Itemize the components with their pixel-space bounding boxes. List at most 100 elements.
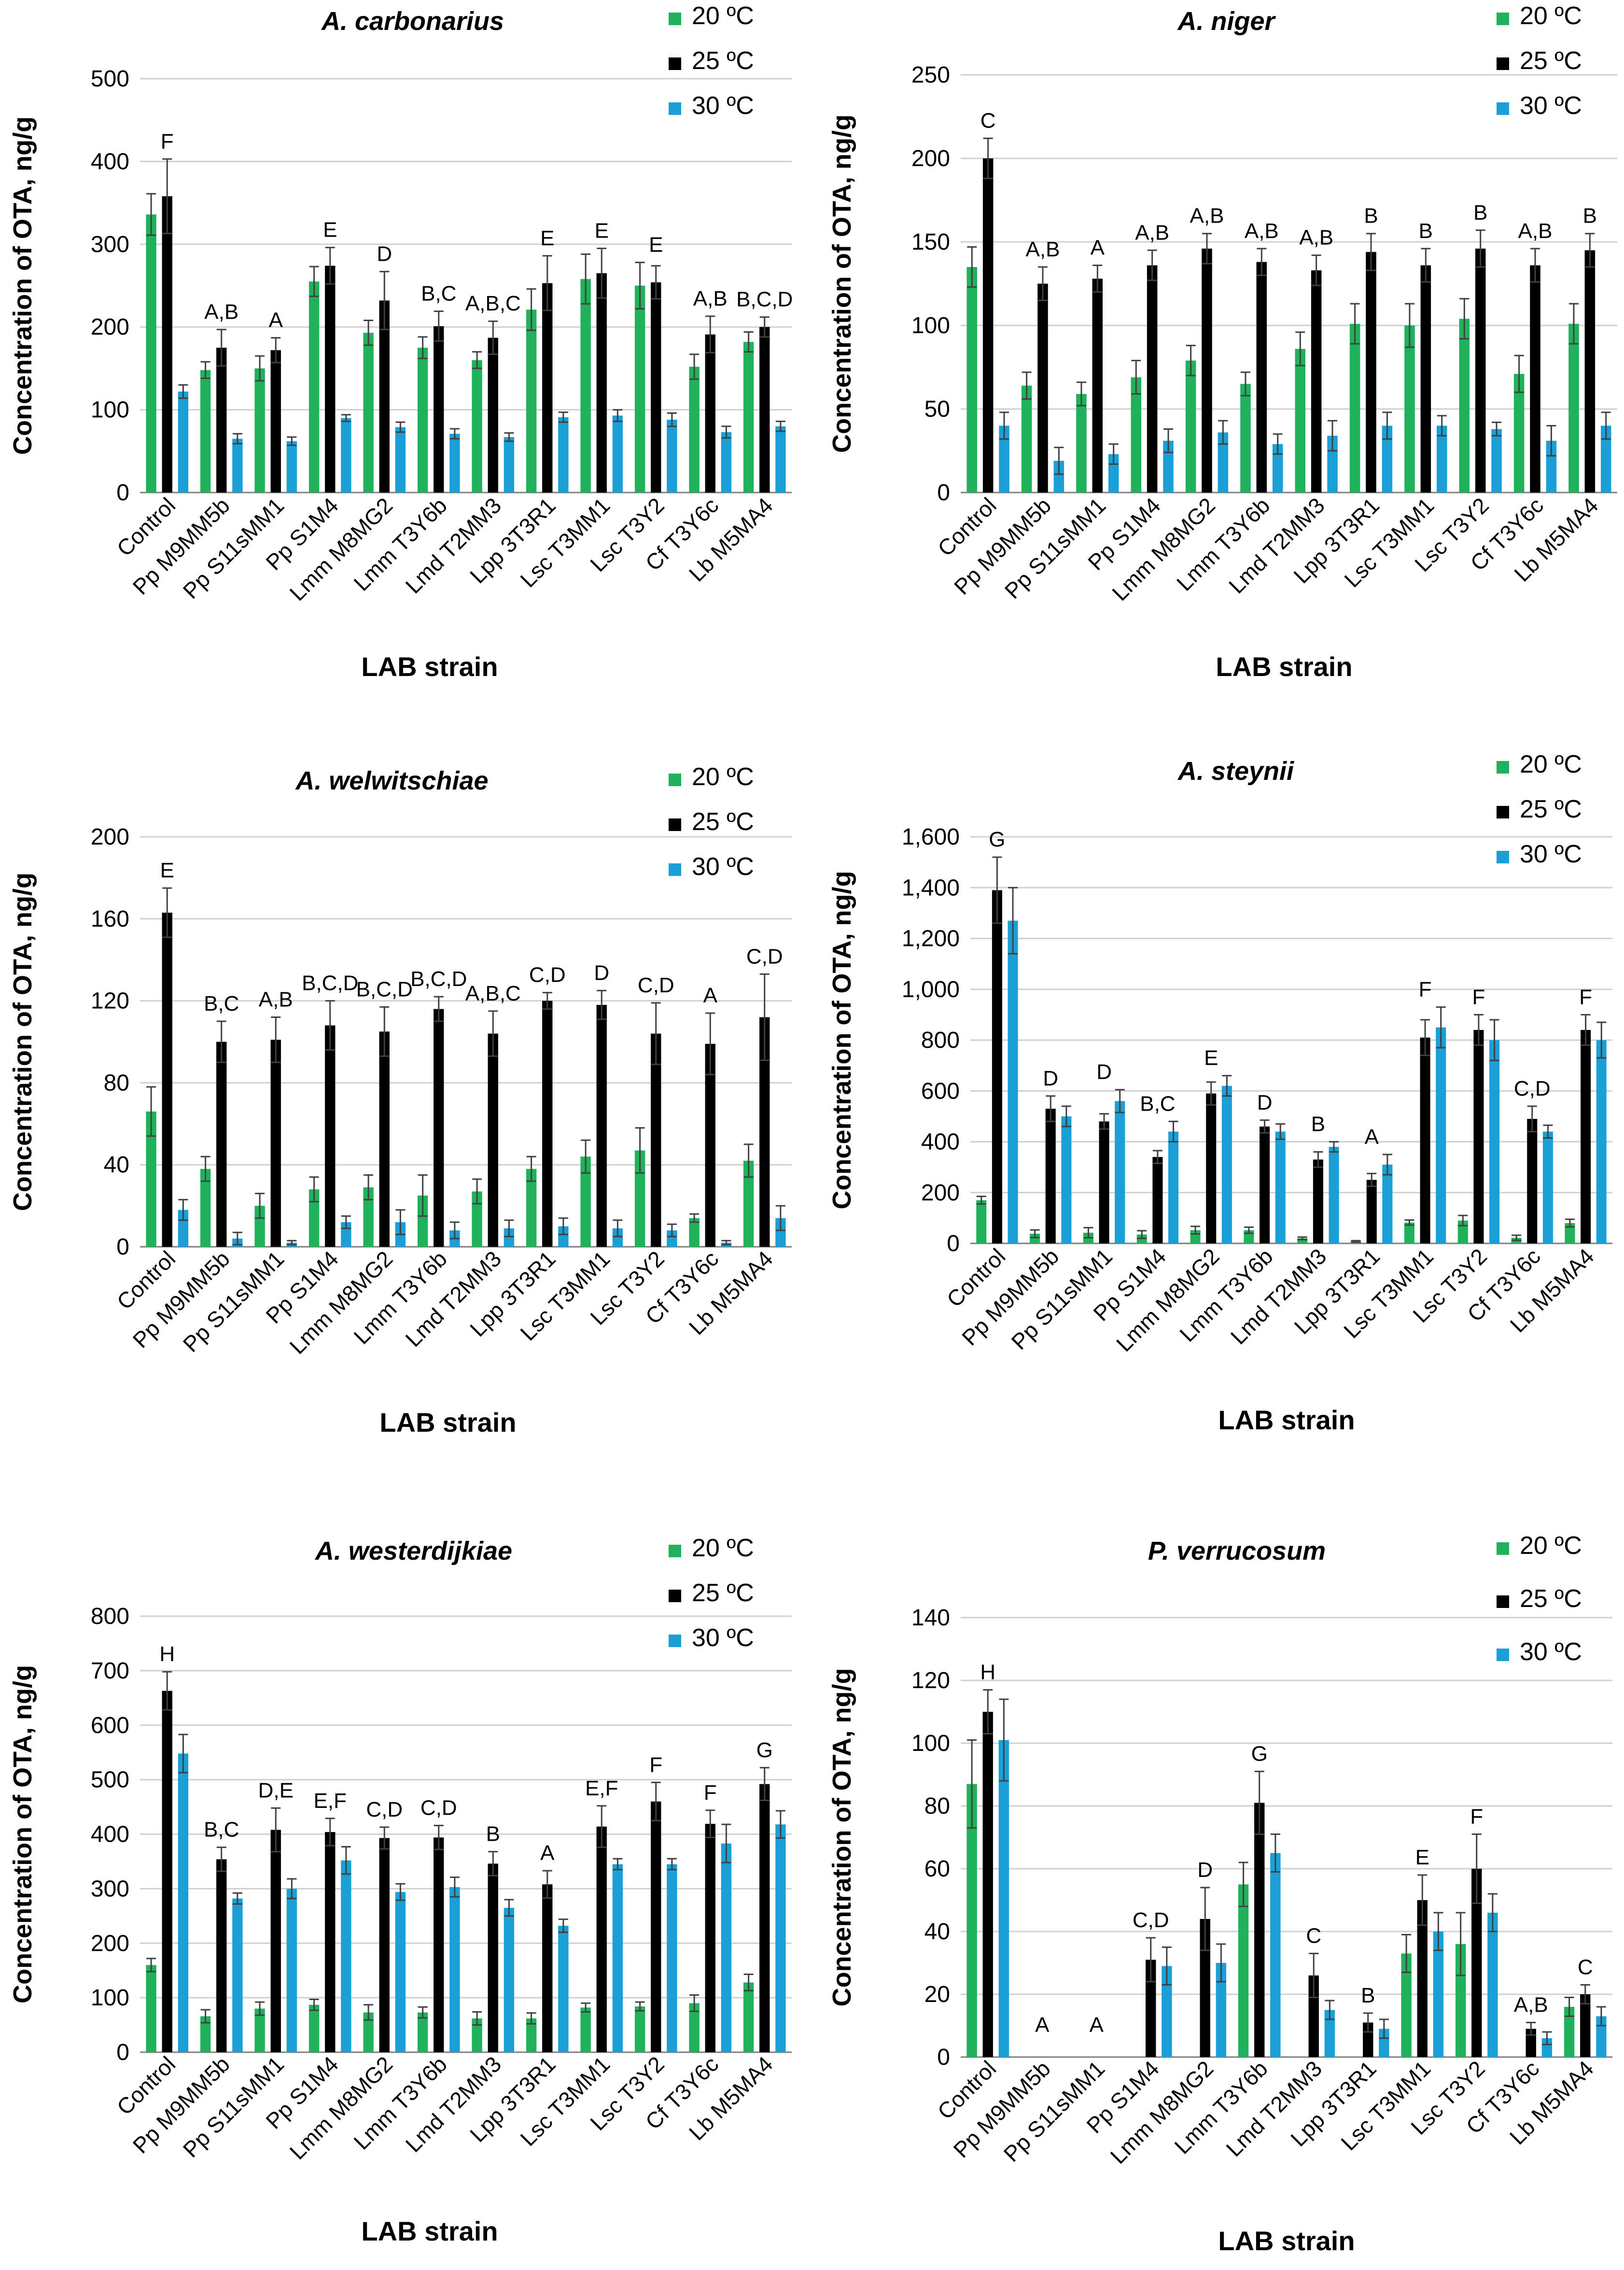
legend-label: 25 ºC	[692, 808, 754, 836]
bar	[1580, 1994, 1591, 2057]
bar	[1568, 324, 1579, 493]
bar	[1459, 319, 1470, 493]
bar	[651, 1801, 661, 2052]
bar	[1313, 1159, 1323, 1243]
chart-title: A. welwitschiae	[294, 766, 488, 795]
bar	[1327, 436, 1338, 493]
significance-label: B	[1419, 219, 1433, 243]
legend-label: 20 ºC	[692, 2, 754, 30]
legend-label: 20 ºC	[692, 1534, 754, 1562]
significance-label: B,C	[421, 282, 456, 306]
bar	[1311, 270, 1322, 493]
y-tick-label: 20	[924, 1982, 950, 2007]
bar	[1475, 248, 1486, 493]
significance-label: B,C	[204, 992, 239, 1015]
bar	[146, 214, 156, 493]
y-tick-label: 300	[91, 1876, 129, 1902]
bar	[1382, 425, 1393, 493]
legend-label: 25 ºC	[1520, 1585, 1582, 1613]
legend-swatch	[669, 102, 681, 115]
bar	[1581, 1029, 1591, 1243]
bar	[325, 266, 336, 493]
significance-label: B,C,D	[356, 977, 413, 1001]
significance-label: A,B	[1245, 219, 1279, 243]
bar	[1260, 1126, 1270, 1243]
bar	[705, 1043, 715, 1247]
bar	[1565, 1223, 1575, 1243]
legend-label: 20 ºC	[1520, 750, 1582, 778]
bar	[743, 1982, 754, 2052]
y-tick-label: 60	[924, 1856, 950, 1882]
bar	[341, 418, 351, 493]
significance-label: A,B	[1135, 221, 1169, 244]
bar	[1131, 377, 1142, 493]
x-axis-label: LAB strain	[379, 1407, 516, 1438]
legend-swatch	[1497, 1649, 1509, 1661]
y-tick-label: 1,200	[902, 926, 960, 952]
bar	[1021, 385, 1032, 493]
bar	[542, 283, 553, 493]
bar	[542, 1001, 553, 1247]
bar	[146, 1965, 156, 2052]
significance-label: A	[1035, 2013, 1050, 2037]
significance-label: E,F	[585, 1777, 618, 1800]
x-axis-label: LAB strain	[1218, 2226, 1355, 2256]
bar	[558, 1226, 569, 1247]
legend-swatch	[1497, 102, 1509, 115]
legend-swatch	[1497, 806, 1509, 818]
bar	[1008, 920, 1018, 1243]
y-tick-label: 700	[91, 1658, 129, 1684]
y-tick-label: 400	[91, 1822, 129, 1847]
bar	[1099, 1121, 1109, 1243]
bar	[580, 279, 591, 493]
bar	[1596, 1040, 1607, 1243]
bar	[651, 1033, 661, 1247]
significance-label: B	[1361, 1984, 1375, 2007]
legend-label: 25 ºC	[692, 1579, 754, 1607]
bar	[270, 1830, 281, 2052]
significance-label: B	[486, 1822, 500, 1846]
significance-label: C	[1306, 1924, 1321, 1948]
bar	[1275, 1131, 1286, 1243]
y-tick-label: 300	[91, 232, 129, 257]
bar	[982, 1712, 993, 2057]
y-tick-label: 80	[924, 1793, 950, 1819]
bar	[1053, 461, 1064, 493]
significance-label: H	[159, 1642, 175, 1666]
significance-label: C,D	[420, 1796, 457, 1819]
bar	[1308, 1975, 1319, 2057]
x-axis-label: LAB strain	[361, 2216, 498, 2246]
chart-title: A. steynii	[1177, 757, 1294, 786]
legend-swatch	[1497, 1542, 1509, 1555]
significance-label: C,D	[1514, 1077, 1551, 1100]
bar	[1420, 265, 1431, 493]
bar	[449, 434, 460, 493]
bar	[363, 333, 374, 493]
bar	[1564, 2007, 1575, 2057]
significance-label: D	[1096, 1060, 1112, 1084]
bar	[1417, 1900, 1428, 2057]
bar	[1433, 1932, 1444, 2057]
bar	[434, 326, 444, 493]
bar	[743, 1160, 754, 1247]
bar	[1037, 283, 1048, 493]
y-tick-label: 80	[104, 1070, 129, 1096]
significance-label: F	[1579, 985, 1592, 1009]
significance-label: C,D	[746, 945, 783, 968]
y-tick-label: 1,400	[902, 875, 960, 901]
bar	[992, 890, 1002, 1243]
y-tick-label: 120	[911, 1668, 950, 1693]
y-tick-label: 120	[91, 988, 129, 1014]
significance-label: A,B	[1190, 204, 1224, 228]
y-tick-label: 0	[947, 1231, 960, 1256]
y-tick-label: 160	[91, 906, 129, 932]
bar	[1596, 2016, 1607, 2057]
bar	[488, 338, 498, 493]
bar	[1379, 2029, 1389, 2057]
y-tick-label: 200	[91, 1931, 129, 1956]
bar	[379, 1838, 390, 2052]
bar	[325, 1025, 336, 1247]
bar	[999, 425, 1009, 493]
